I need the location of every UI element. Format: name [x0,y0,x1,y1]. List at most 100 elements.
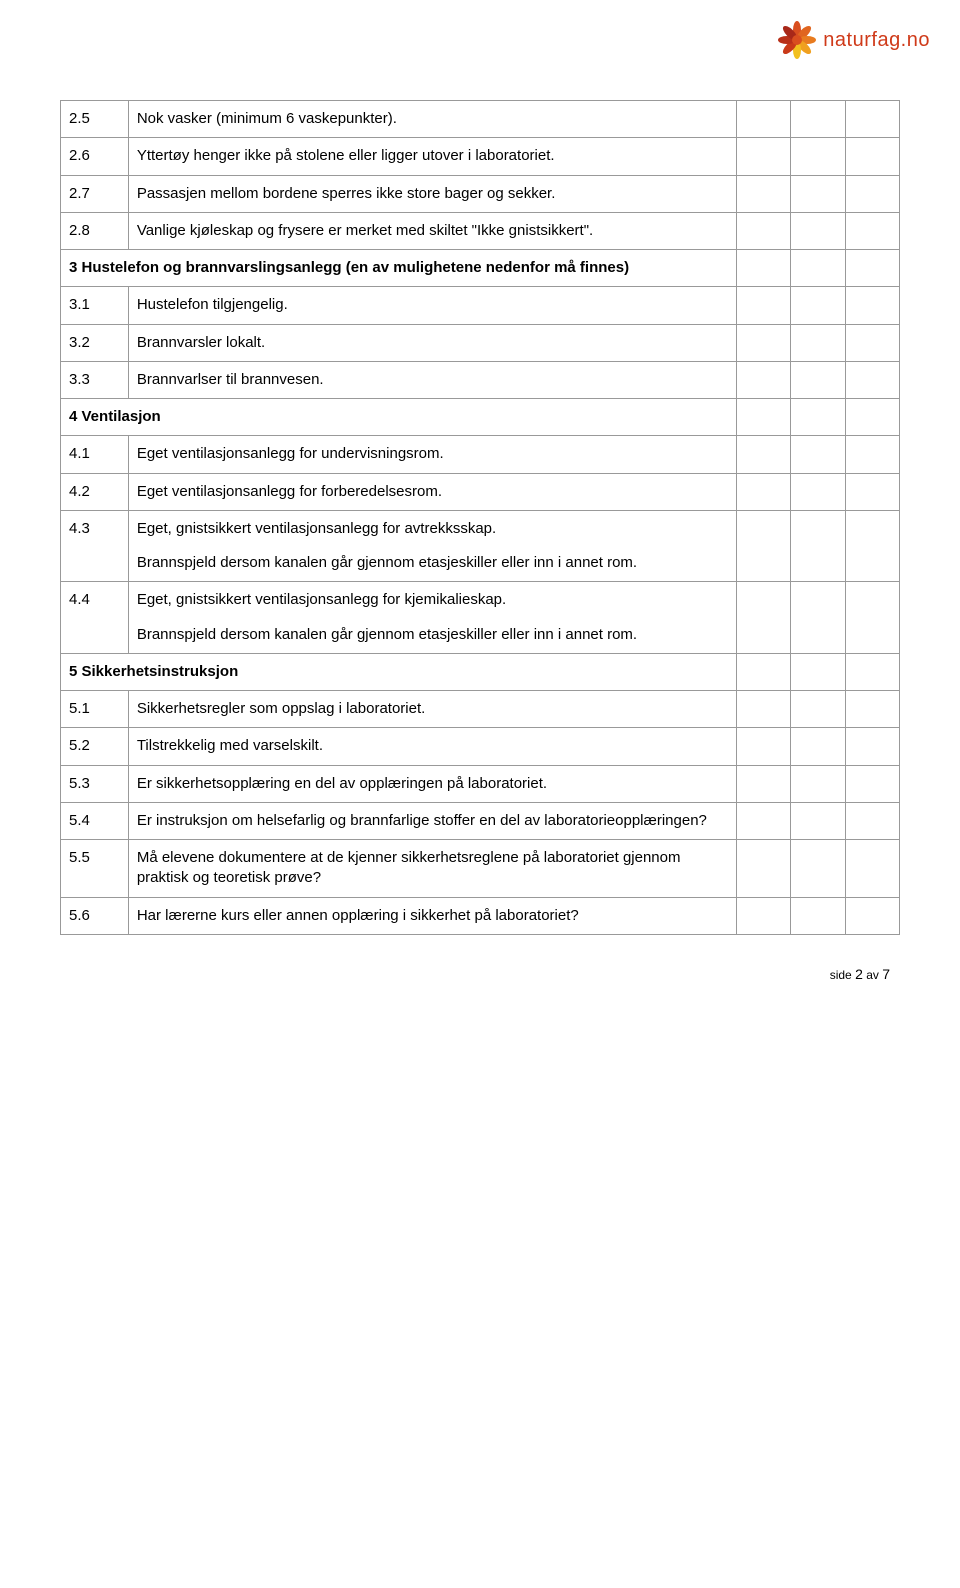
item-description: Må elevene dokumentere at de kjenner sik… [128,840,736,898]
item-description: Passasjen mellom bordene sperres ikke st… [128,175,736,212]
item-number: 2.5 [61,101,129,138]
item-number: 3.1 [61,287,129,324]
check-cell [791,653,845,690]
check-cell [845,212,899,249]
check-cell [845,250,899,287]
check-cell [737,175,791,212]
check-cell [845,510,899,582]
item-description-text: Eget ventilasjonsanlegg for undervisning… [137,445,444,462]
check-cell [845,175,899,212]
item-description: Eget, gnistsikkert ventilasjonsanlegg fo… [128,510,736,582]
check-cell [791,897,845,934]
check-cell [845,473,899,510]
check-cell [737,324,791,361]
check-cell [791,510,845,582]
item-description: Tilstrekkelig med varselskilt. [128,728,736,765]
check-cell [791,582,845,654]
item-description-text: Har lærerne kurs eller annen opplæring i… [137,907,579,924]
check-cell [845,582,899,654]
check-cell [737,691,791,728]
item-description: Eget ventilasjonsanlegg for undervisning… [128,436,736,473]
check-cell [791,473,845,510]
check-cell [791,691,845,728]
item-number: 4.4 [61,582,129,654]
check-cell [791,138,845,175]
check-cell [845,324,899,361]
check-cell [845,897,899,934]
item-description: Er sikkerhetsopplæring en del av opplæri… [128,765,736,802]
item-description-text: Eget, gnistsikkert ventilasjonsanlegg fo… [137,520,496,537]
check-cell [845,436,899,473]
document-body: 2.5Nok vasker (minimum 6 vaskepunkter).2… [60,100,900,935]
brand-logo: naturfag.no [777,20,930,60]
item-description: Er instruksjon om helsefarlig og brannfa… [128,802,736,839]
check-cell [737,473,791,510]
item-description: Vanlige kjøleskap og frysere er merket m… [128,212,736,249]
check-cell [845,101,899,138]
item-description: Brannvarsler lokalt. [128,324,736,361]
item-description: Hustelefon tilgjengelig. [128,287,736,324]
check-cell [845,287,899,324]
item-description: Har lærerne kurs eller annen opplæring i… [128,897,736,934]
check-cell [737,399,791,436]
item-description: Eget, gnistsikkert ventilasjonsanlegg fo… [128,582,736,654]
check-cell [791,324,845,361]
section-header: 4 Ventilasjon [61,399,737,436]
item-number: 2.7 [61,175,129,212]
check-cell [791,802,845,839]
item-description-text: Brannvarsler lokalt. [137,334,265,351]
check-cell [737,436,791,473]
check-cell [791,287,845,324]
check-cell [737,728,791,765]
check-cell [845,138,899,175]
check-cell [845,399,899,436]
item-number: 4.3 [61,510,129,582]
logo-text: naturfag.no [823,27,930,54]
check-cell [791,361,845,398]
check-cell [791,840,845,898]
item-number: 5.3 [61,765,129,802]
check-cell [737,510,791,582]
check-cell [737,361,791,398]
item-number: 5.4 [61,802,129,839]
section-header: 3 Hustelefon og brannvarslingsanlegg (en… [61,250,737,287]
check-cell [791,399,845,436]
item-description: Brannvarlser til brannvesen. [128,361,736,398]
page-footer: side 2 av 7 [60,965,900,984]
check-cell [737,212,791,249]
item-description-text: Er instruksjon om helsefarlig og brannfa… [137,812,707,829]
check-cell [791,101,845,138]
item-number: 5.5 [61,840,129,898]
check-cell [737,101,791,138]
check-cell [791,212,845,249]
item-description-text: Eget ventilasjonsanlegg for forberedelse… [137,483,442,500]
check-cell [845,802,899,839]
footer-total: 7 [882,966,890,982]
check-cell [737,765,791,802]
check-cell [791,728,845,765]
footer-page: 2 [855,966,863,982]
item-description-text: Er sikkerhetsopplæring en del av opplæri… [137,775,547,792]
check-cell [737,897,791,934]
item-number: 3.2 [61,324,129,361]
footer-prefix: side [830,968,855,982]
check-cell [737,840,791,898]
item-number: 3.3 [61,361,129,398]
check-cell [791,175,845,212]
check-cell [737,582,791,654]
check-cell [845,728,899,765]
item-description: Sikkerhetsregler som oppslag i laborator… [128,691,736,728]
section-header: 5 Sikkerhetsinstruksjon [61,653,737,690]
item-description-text: Må elevene dokumentere at de kjenner sik… [137,849,681,886]
item-description: Eget ventilasjonsanlegg for forberedelse… [128,473,736,510]
item-description-text: Sikkerhetsregler som oppslag i laborator… [137,700,425,717]
checklist-table: 2.5Nok vasker (minimum 6 vaskepunkter).2… [60,100,900,935]
item-number: 5.1 [61,691,129,728]
check-cell [845,361,899,398]
check-cell [737,653,791,690]
item-number: 2.6 [61,138,129,175]
check-cell [845,691,899,728]
item-number: 4.1 [61,436,129,473]
item-description-text: Eget, gnistsikkert ventilasjonsanlegg fo… [137,591,506,608]
item-description: Nok vasker (minimum 6 vaskepunkter). [128,101,736,138]
